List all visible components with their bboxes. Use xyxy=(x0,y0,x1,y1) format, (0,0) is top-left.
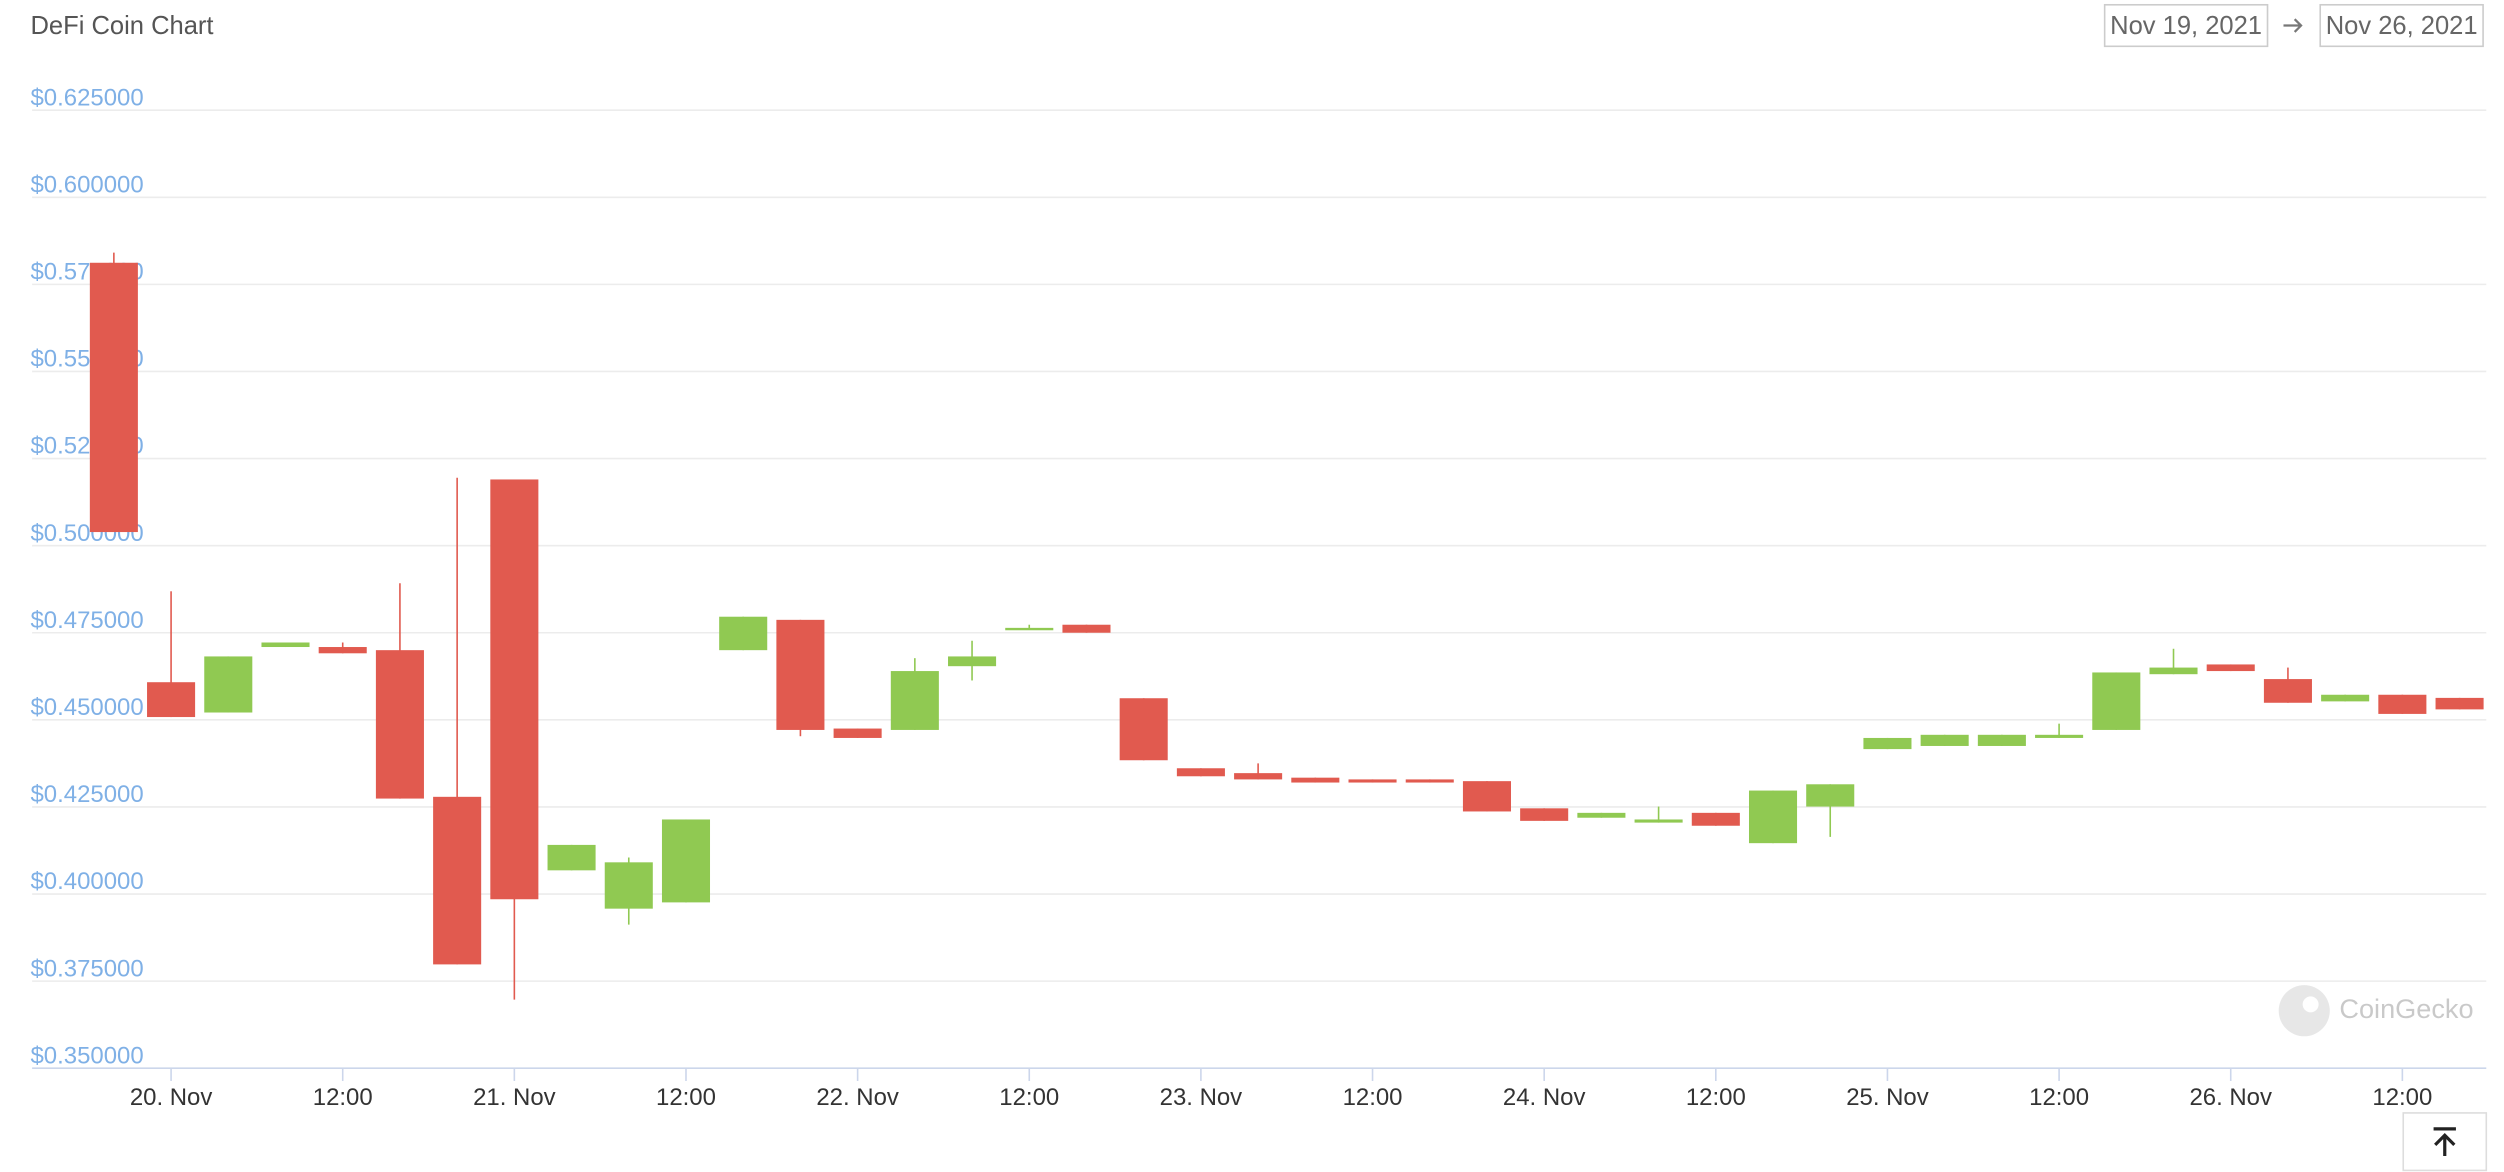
x-tick-label: 12:00 xyxy=(656,1084,716,1111)
candle-body xyxy=(1748,790,1798,844)
candle-body xyxy=(1806,784,1855,807)
x-tick-label: 24. Nov xyxy=(1503,1084,1586,1111)
plot: $0.350000 $0.375000 $0.400000 $0.425000 $0.4… xyxy=(31,84,2487,1111)
candle-body xyxy=(1520,808,1569,821)
date-from[interactable]: Nov 19, 2021 xyxy=(2110,12,2262,40)
y-tick-label: $0.375000 xyxy=(31,955,144,982)
candle-body xyxy=(1234,773,1283,780)
candle-body xyxy=(147,682,196,718)
candle-body xyxy=(375,650,424,799)
candle-body xyxy=(1176,768,1225,777)
y-tick-label: $0.600000 xyxy=(31,171,144,198)
candle-body xyxy=(661,819,711,903)
candle-body xyxy=(490,479,539,900)
candle-body xyxy=(1634,819,1683,823)
watermark-logo xyxy=(2278,985,2330,1037)
candle-body xyxy=(2035,734,2084,738)
candle-body xyxy=(1863,737,1912,750)
candle-body xyxy=(1119,698,1168,761)
candle-body xyxy=(1977,734,2026,746)
y-tick-label: $0.400000 xyxy=(31,868,144,895)
y-tick-label: $0.475000 xyxy=(31,607,144,634)
date-to-box[interactable] xyxy=(2319,3,2484,48)
y-tick-label: $0.350000 xyxy=(31,1042,144,1069)
x-tick-label: 23. Nov xyxy=(1160,1084,1243,1111)
watermark: CoinGecko xyxy=(2278,985,2474,1037)
candle-body xyxy=(89,262,138,533)
candle-body xyxy=(833,728,882,738)
chart-title: DeFi Coin Chart xyxy=(31,12,214,40)
candle-body xyxy=(318,647,367,654)
candle-body xyxy=(1920,734,1969,746)
candle-body xyxy=(890,671,939,730)
y-tick-label: $0.625000 xyxy=(31,84,144,111)
candle-body xyxy=(1577,812,1626,818)
candle-body xyxy=(1291,777,1340,783)
candle-body xyxy=(2321,694,2370,702)
candle-body xyxy=(1462,781,1511,812)
candle-body xyxy=(719,616,768,651)
candle-body xyxy=(2206,664,2255,672)
candle-body xyxy=(2149,667,2198,675)
candle-body xyxy=(204,656,253,713)
y-tick-label: $0.450000 xyxy=(31,694,144,721)
candle-body xyxy=(433,796,482,965)
date-from-box[interactable] xyxy=(2103,3,2269,48)
candle-body xyxy=(1691,812,1740,826)
candle-body xyxy=(2435,697,2484,710)
candle-body xyxy=(547,844,596,871)
x-tick-label: 12:00 xyxy=(1686,1084,1746,1111)
y-tick-label: $0.425000 xyxy=(31,781,144,808)
x-tick-label: 26. Nov xyxy=(2189,1084,2272,1111)
x-tick-label: 12:00 xyxy=(313,1084,373,1111)
x-tick-label: 25. Nov xyxy=(1846,1084,1929,1111)
candle-body xyxy=(2378,694,2427,714)
candle-body xyxy=(1005,627,1054,631)
range-arrow xyxy=(2283,18,2303,33)
candle-body xyxy=(2092,672,2141,730)
candle-body xyxy=(1405,779,1454,783)
candle-body xyxy=(1348,779,1397,783)
x-tick-label: 12:00 xyxy=(2029,1084,2089,1111)
watermark-logo-eye xyxy=(2302,996,2319,1013)
x-tick-label: 21. Nov xyxy=(473,1084,556,1111)
x-tick-label: 20. Nov xyxy=(130,1084,213,1111)
candle-body xyxy=(261,642,310,648)
date-range: Nov 19, 2021 Nov 26, 2021 xyxy=(2103,3,2484,48)
x-tick-label: 12:00 xyxy=(999,1084,1059,1111)
watermark-text: CoinGecko xyxy=(2339,993,2473,1024)
x-tick-label: 12:00 xyxy=(1343,1084,1403,1111)
x-tick-label: 22. Nov xyxy=(816,1084,899,1111)
scroll-top-button[interactable] xyxy=(2402,1112,2488,1172)
candle-body xyxy=(948,656,997,667)
scroll-top-icon[interactable] xyxy=(2433,1127,2456,1157)
candle-body xyxy=(604,862,653,909)
candle-body xyxy=(2263,679,2312,703)
date-to[interactable]: Nov 26, 2021 xyxy=(2326,12,2478,40)
x-tick-label: 12:00 xyxy=(2372,1084,2432,1111)
candle-body xyxy=(776,619,825,730)
candle-body xyxy=(1062,624,1111,633)
